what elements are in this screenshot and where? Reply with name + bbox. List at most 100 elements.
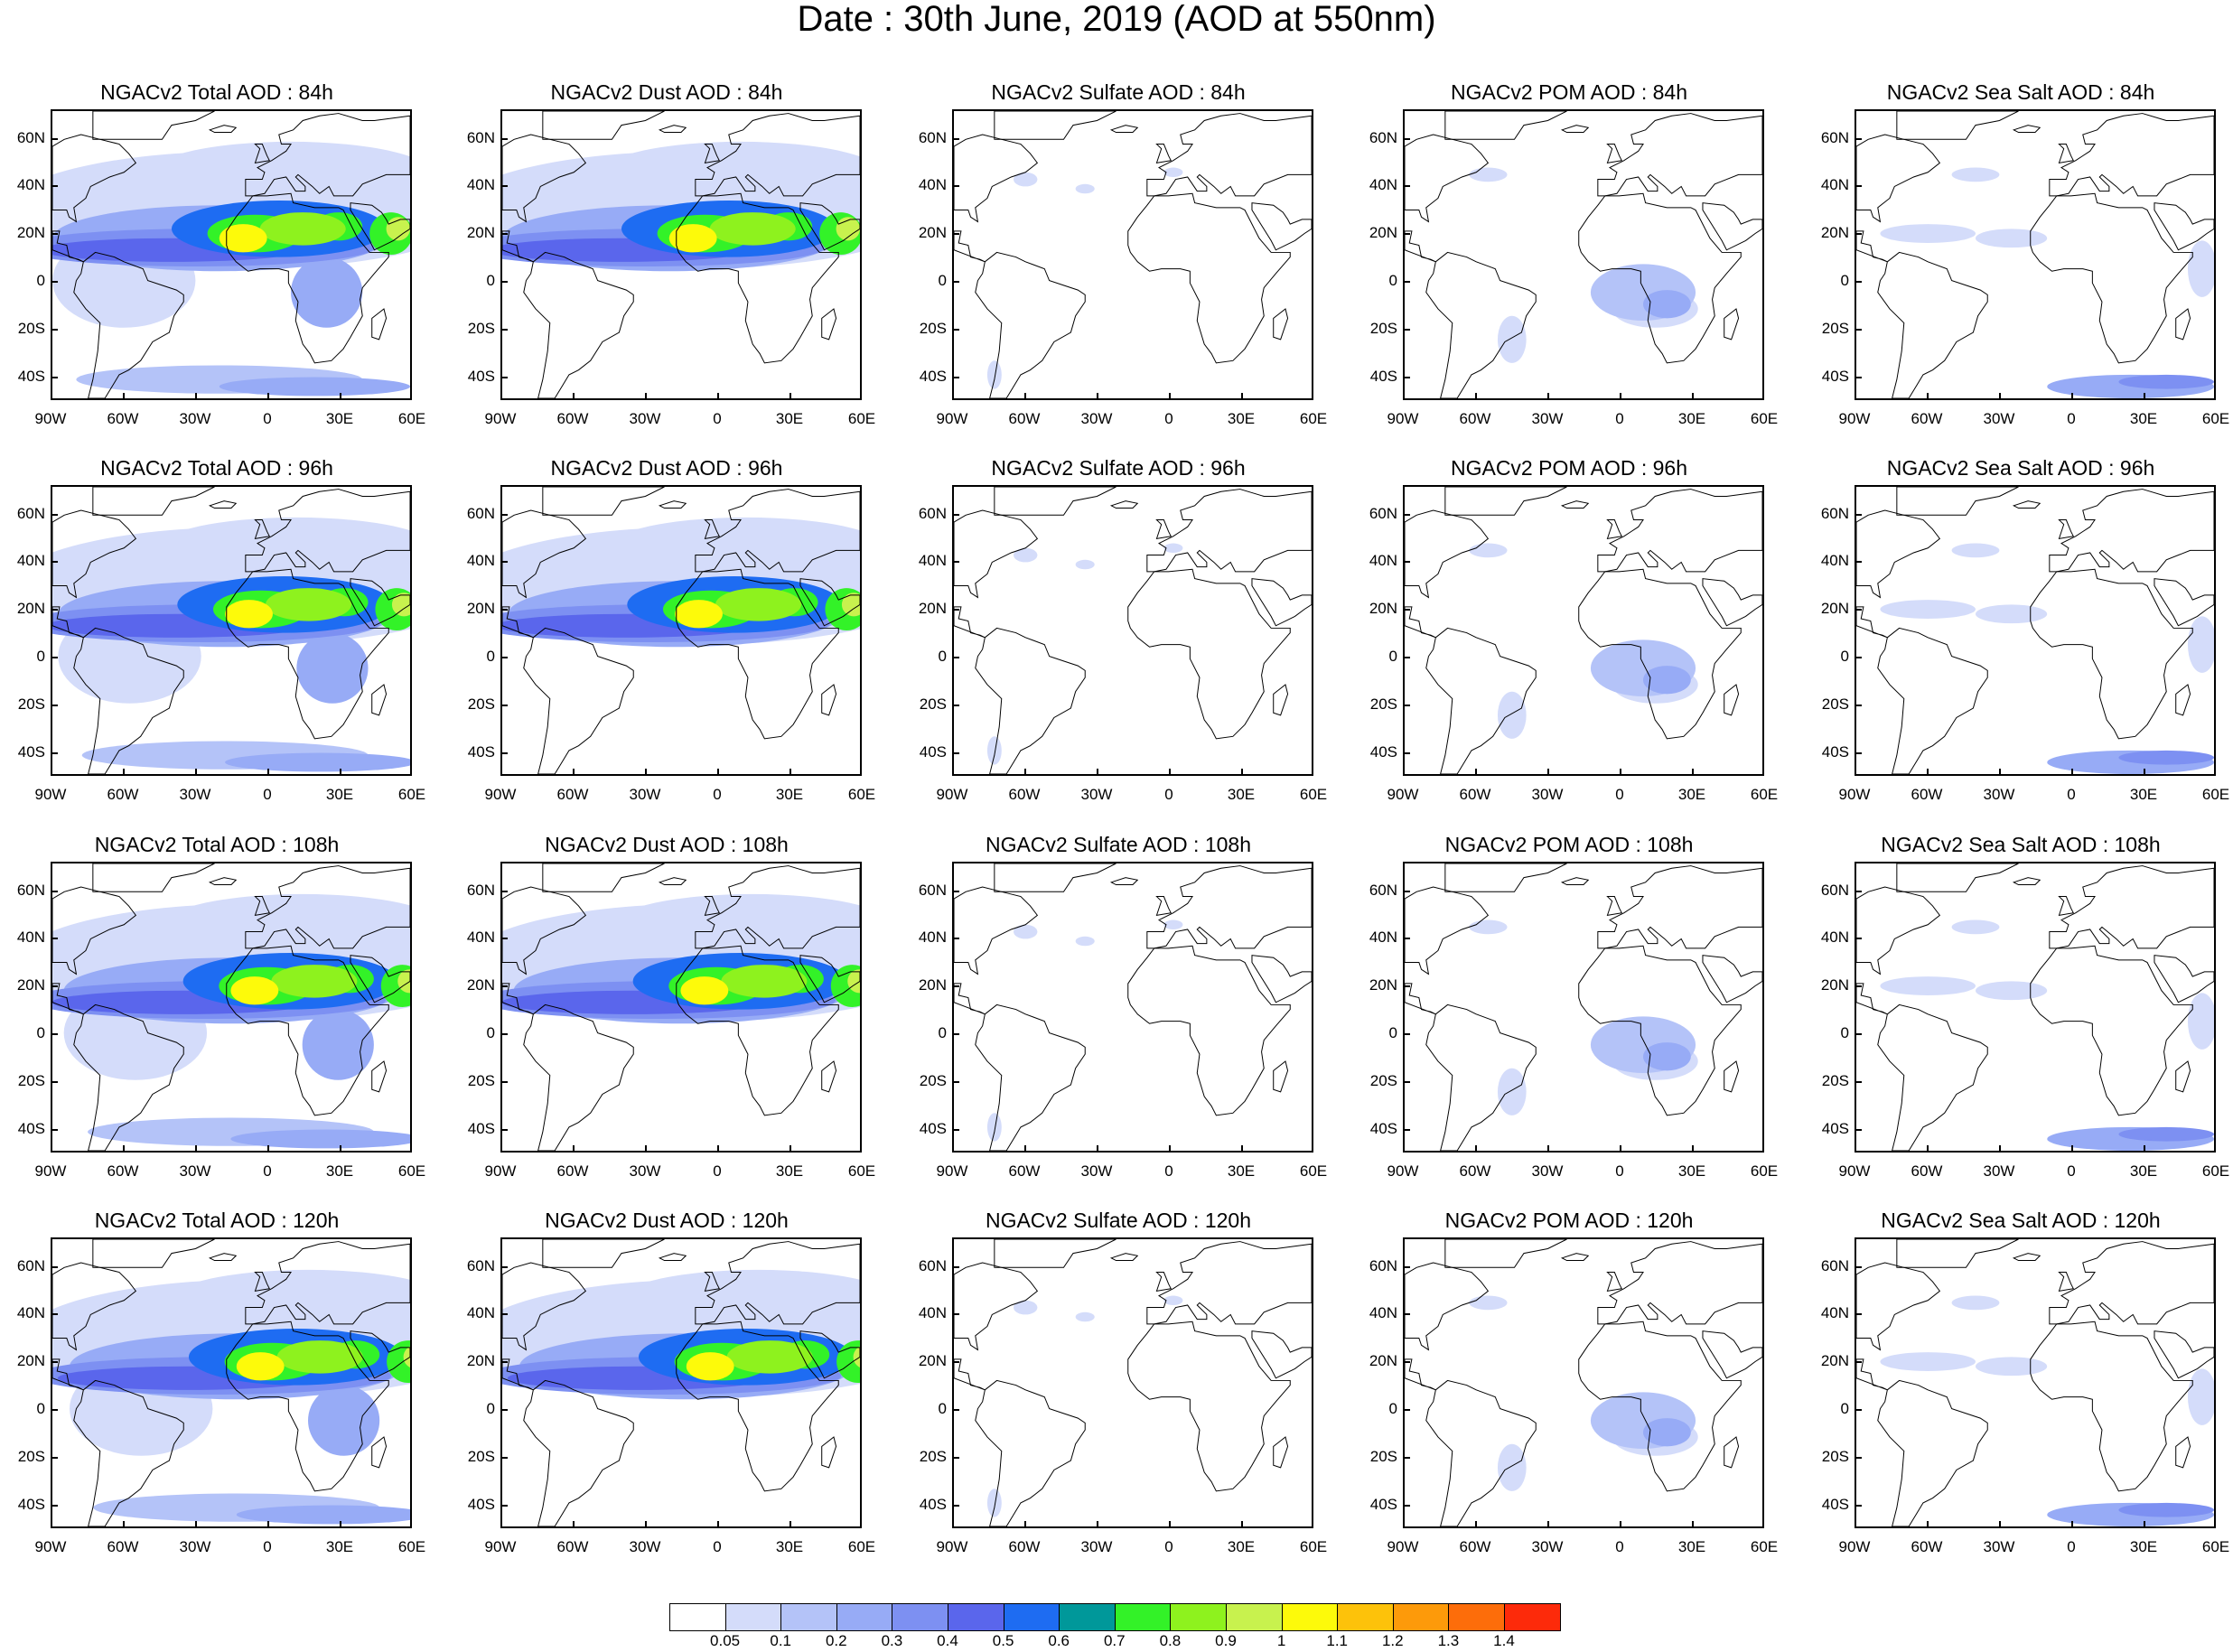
panel-title: NGACv2 POM AOD : 84h: [1450, 80, 1688, 104]
aod-plume: [159, 893, 410, 960]
lon-tick: [2071, 769, 2073, 776]
lon-tick: [1999, 769, 2001, 776]
lat-tick-label: 60N: [1820, 504, 1849, 522]
aod-field: [1856, 1239, 2214, 1526]
lat-tick: [1855, 1456, 1862, 1459]
lon-tick-label: 0: [2067, 1538, 2076, 1555]
lat-tick: [952, 1033, 959, 1036]
lon-tick-label: 90W: [34, 1538, 67, 1555]
lon-tick: [267, 1521, 269, 1528]
lat-tick: [500, 938, 508, 940]
lon-tick: [2144, 769, 2145, 776]
coastline: [1127, 568, 1291, 740]
lat-tick: [952, 1080, 959, 1083]
coastline: [502, 230, 534, 263]
lat-tick-label: 40N: [918, 929, 947, 947]
coastline: [542, 487, 665, 516]
aod-plume: [853, 1346, 860, 1368]
coastline: [975, 1003, 1086, 1151]
lon-tick-label: 0: [713, 786, 722, 803]
coastline: [1444, 863, 1567, 892]
aod-plume: [225, 600, 273, 629]
colorbar-swatch: [780, 1603, 838, 1631]
lat-tick: [51, 1265, 58, 1268]
lat-tick-label: 60N: [466, 128, 495, 146]
map-frame: [1403, 485, 1764, 776]
coastline: [1856, 606, 1888, 639]
lon-tick: [340, 1521, 341, 1528]
lon-tick-label: 60W: [107, 786, 139, 803]
lon-tick: [123, 1145, 125, 1153]
aod-plume: [1469, 167, 1508, 182]
coastline: [245, 865, 410, 949]
lat-tick-label: 40S: [17, 1119, 45, 1137]
lon-tick-label: 60W: [556, 786, 589, 803]
lon-tick-label: 30W: [629, 786, 661, 803]
lon-tick-label: 60W: [1459, 1162, 1491, 1180]
lon-tick-label: 90W: [484, 1538, 517, 1555]
aod-plume: [1880, 1352, 1976, 1371]
aod-plume: [2118, 1126, 2214, 1142]
lat-tick: [51, 609, 58, 611]
aod-field: [52, 863, 410, 1151]
coastline: [1724, 1060, 1740, 1093]
lon-tick-label: 0: [1615, 1162, 1624, 1180]
lon-tick-label: 60W: [1911, 786, 1943, 803]
lon-tick: [410, 1145, 412, 1153]
lon-tick-label: 30W: [629, 1538, 661, 1555]
lon-tick: [573, 769, 575, 776]
coastline: [52, 983, 84, 1015]
lat-tick: [500, 328, 508, 331]
lon-tick: [1927, 393, 1929, 400]
aod-plume: [2187, 616, 2214, 673]
coastline: [1109, 877, 1139, 885]
map-panel-dust-1: NGACv2 Dust AOD : 96h 60N 40N 20N 0 20S 40S 90W…: [450, 456, 883, 820]
lat-tick: [500, 704, 508, 706]
lat-tick-label: 20N: [918, 224, 947, 242]
aod-plume: [219, 224, 267, 253]
lon-tick-label: 90W: [484, 1162, 517, 1180]
aod-plume: [1163, 1295, 1183, 1305]
lat-tick: [1403, 938, 1410, 940]
coastline: [208, 125, 238, 133]
lon-tick: [340, 1145, 341, 1153]
lon-tick: [717, 1521, 719, 1528]
panel-title: NGACv2 Dust AOD : 108h: [545, 833, 789, 856]
coastline: [1724, 308, 1740, 341]
aod-plume: [1643, 1042, 1691, 1071]
coastline: [1597, 113, 1762, 197]
lat-tick-label: 40N: [466, 929, 495, 947]
lon-tick-label: 60W: [1911, 1162, 1943, 1180]
coastline: [1702, 955, 1762, 1003]
coastline: [994, 111, 1116, 140]
lat-tick: [500, 376, 508, 378]
lon-tick: [1855, 769, 1856, 776]
coastline: [1405, 886, 1490, 975]
lat-tick-label: 20N: [1369, 1352, 1397, 1370]
lat-tick: [1855, 185, 1862, 188]
lat-tick: [500, 1456, 508, 1459]
aod-plume: [1880, 976, 1976, 995]
lon-tick-label: 0: [1164, 1162, 1173, 1180]
aod-plume: [1880, 224, 1976, 243]
lon-tick: [2071, 393, 2073, 400]
lat-tick-label: 40S: [919, 1495, 947, 1513]
coastline: [1877, 627, 1988, 774]
coastline: [1425, 627, 1537, 774]
lat-tick-label: 20N: [16, 1352, 45, 1370]
coastline: [954, 230, 986, 263]
coastline: [350, 955, 410, 1003]
lon-tick-label: 60E: [1750, 1538, 1779, 1555]
map-frame: [952, 485, 1313, 776]
lat-tick-label: 0: [1388, 1400, 1397, 1418]
lat-tick: [51, 1456, 58, 1459]
lon-tick: [1855, 393, 1856, 400]
map-panel-dust-2: NGACv2 Dust AOD : 108h 60N 40N 20N 0 20S 40S 90…: [450, 833, 883, 1197]
map-panel-pom-3: NGACv2 POM AOD : 120h 60N 40N 20N 0 20S 40S 90W…: [1352, 1209, 1786, 1573]
lon-tick-label: 30E: [1677, 1162, 1706, 1180]
lon-tick: [340, 769, 341, 776]
lon-tick: [1403, 1145, 1405, 1153]
panel-title: NGACv2 Sea Salt AOD : 84h: [1886, 80, 2155, 104]
lon-tick-label: 30E: [775, 786, 804, 803]
lat-tick: [1855, 751, 1862, 754]
